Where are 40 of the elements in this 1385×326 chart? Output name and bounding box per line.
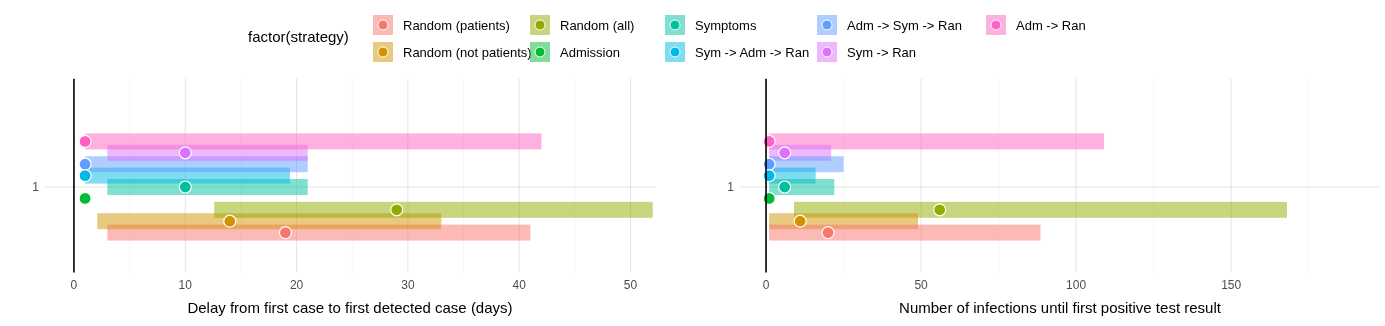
point <box>223 214 237 228</box>
point <box>778 180 792 194</box>
point <box>78 191 92 205</box>
legend-label: Adm -> Ran <box>1016 17 1086 33</box>
legend-label: Random (patients) <box>403 17 510 33</box>
point <box>78 134 92 148</box>
point <box>778 146 792 160</box>
x-tick-label: 50 <box>914 277 929 292</box>
legend-label: Random (not patients) <box>403 44 532 60</box>
legend-label: Sym -> Ran <box>847 44 916 60</box>
point <box>793 214 807 228</box>
text: 1 <box>32 180 40 194</box>
x-tick-label: 100 <box>1066 277 1087 292</box>
x-tick-label: 150 <box>1221 277 1242 292</box>
x-axis-title: Number of infections until first positive test result <box>899 298 1222 316</box>
point <box>278 226 293 240</box>
x-tick-label: 0 <box>70 277 78 292</box>
legend-label: Random (all) <box>560 17 635 33</box>
x-axis-title: Delay from first case to first detected case (days) <box>187 298 513 316</box>
bar <box>769 224 1041 241</box>
text: 1 <box>727 180 735 194</box>
x-tick-label: 0 <box>762 277 770 292</box>
point <box>821 226 835 240</box>
point <box>933 203 947 217</box>
legend-label: Symptoms <box>695 17 757 33</box>
x-tick-label: 40 <box>512 277 527 292</box>
x-tick-label: 50 <box>623 277 638 292</box>
point <box>78 157 92 171</box>
legend-label: Sym -> Adm -> Ran <box>695 44 810 60</box>
point <box>178 180 192 194</box>
bar <box>793 201 1287 218</box>
x-tick-label: 20 <box>289 277 304 292</box>
point <box>178 146 192 160</box>
point <box>390 203 404 217</box>
legend-title: factor(strategy) <box>248 28 349 45</box>
x-tick-label: 10 <box>178 277 193 292</box>
point <box>78 169 92 183</box>
legend-label: Admission <box>560 44 620 60</box>
x-tick-label: 30 <box>401 277 415 292</box>
legend-label: Adm -> Sym -> Ran <box>847 17 962 33</box>
